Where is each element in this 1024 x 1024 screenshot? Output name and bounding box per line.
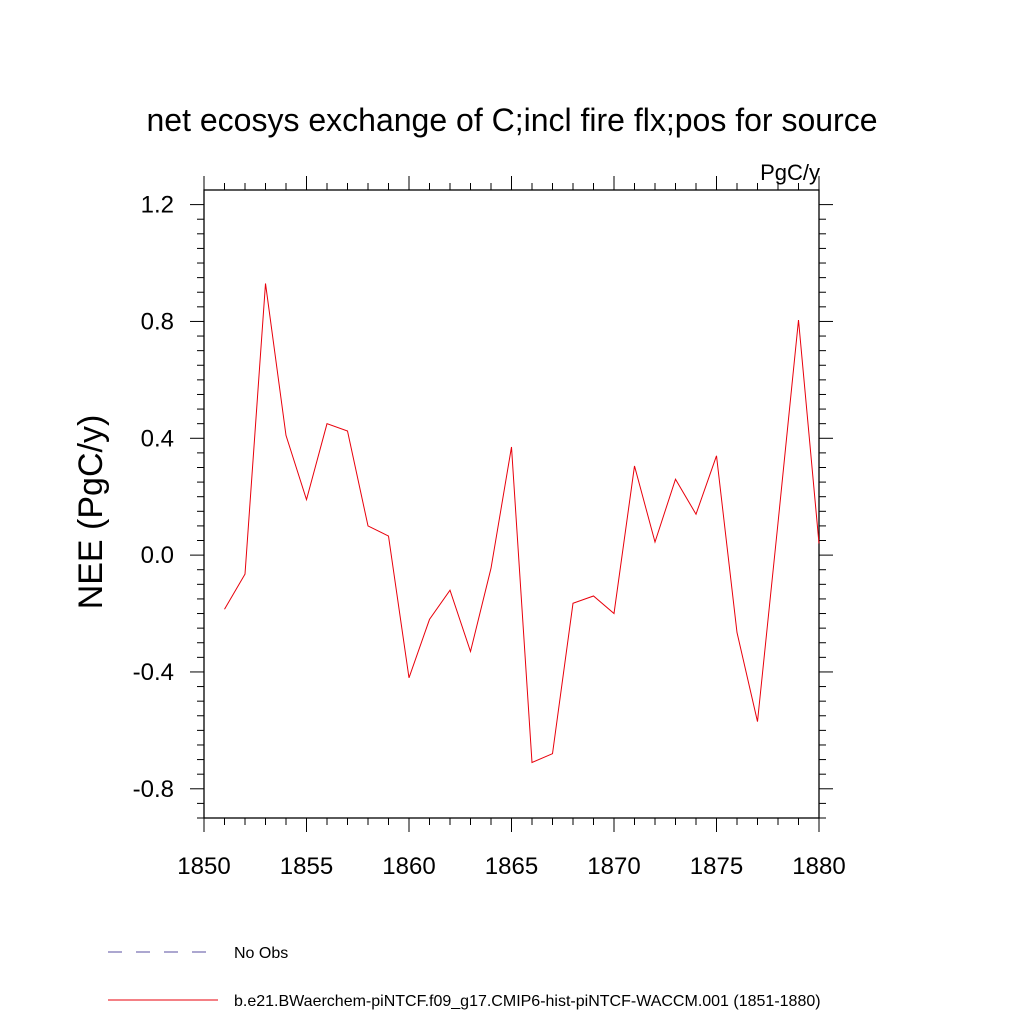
x-tick-label: 1870 xyxy=(587,853,640,880)
series-layer xyxy=(224,283,820,764)
x-tick-label: 1865 xyxy=(485,853,538,880)
x-axis: 1850 1855 1860 1865 1870 1875 1880 xyxy=(177,176,846,880)
x-tick-label: 1875 xyxy=(690,853,743,880)
legend: No Obs b.e21.BWaerchem-piNTCF.f09_g17.CM… xyxy=(108,945,821,1010)
y-tick-label: -0.8 xyxy=(133,776,174,803)
legend-label-model: b.e21.BWaerchem-piNTCF.f09_g17.CMIP6-his… xyxy=(234,993,821,1010)
series-line-model xyxy=(224,283,820,764)
x-tick-label: 1850 xyxy=(177,853,230,880)
units-label: PgC/y xyxy=(760,160,820,185)
x-tick-label: 1860 xyxy=(382,853,435,880)
x-tick-label: 1855 xyxy=(280,853,333,880)
y-tick-label: 1.2 xyxy=(141,192,174,219)
x-tick-label: 1880 xyxy=(792,853,845,880)
y-tick-label: 0.8 xyxy=(141,308,174,335)
chart-title: net ecosys exchange of C;incl fire flx;p… xyxy=(146,102,877,138)
y-axis: -0.8 -0.4 0.0 0.4 0.8 1.2 xyxy=(133,192,833,819)
y-tick-label: -0.4 xyxy=(133,659,174,686)
legend-label-no-obs: No Obs xyxy=(234,945,288,962)
y-tick-label: 0.0 xyxy=(141,542,174,569)
y-axis-label: NEE (PgC/y) xyxy=(72,415,110,610)
y-tick-label: 0.4 xyxy=(141,425,174,452)
plot-frame xyxy=(203,189,820,819)
